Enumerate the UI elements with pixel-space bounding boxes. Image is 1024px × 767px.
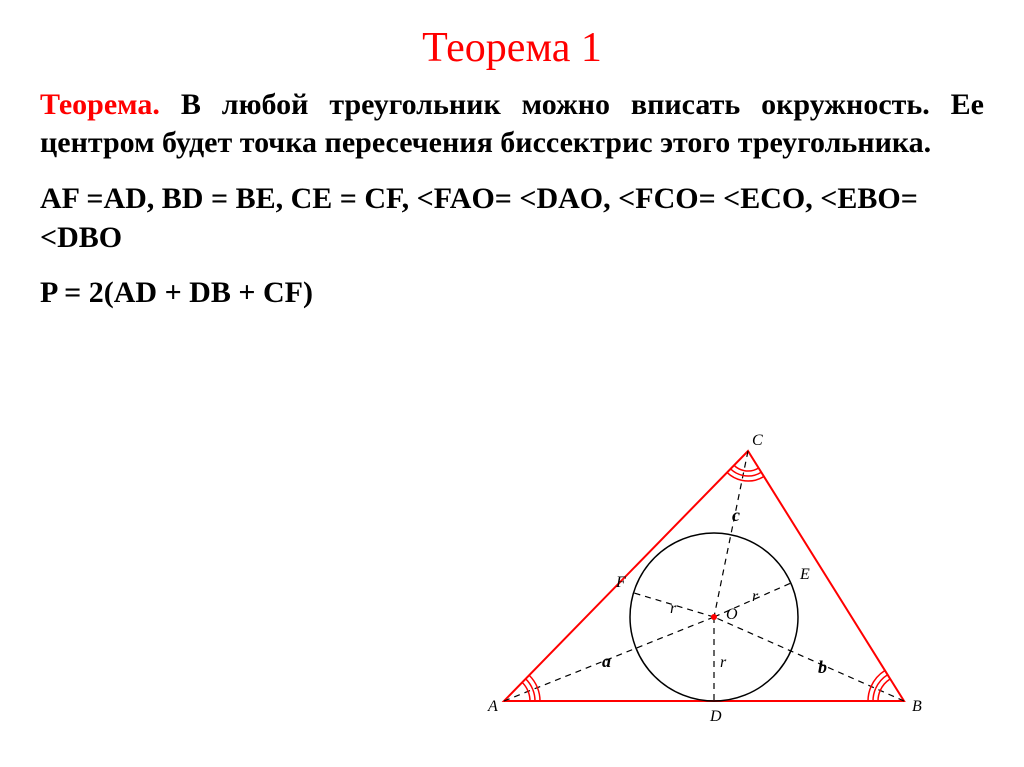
label-E: E bbox=[799, 566, 810, 583]
label-D: D bbox=[709, 708, 722, 725]
label-F: F bbox=[615, 574, 626, 591]
label-c: c bbox=[732, 505, 740, 525]
label-C: C bbox=[752, 432, 763, 449]
angle-arc bbox=[727, 472, 742, 480]
angle-arc bbox=[873, 688, 876, 701]
label-b: b bbox=[818, 657, 827, 677]
triangle bbox=[504, 451, 904, 701]
angle-arc bbox=[533, 689, 535, 701]
angle-arc bbox=[537, 688, 540, 701]
label-O: O bbox=[726, 606, 738, 623]
angle-arc bbox=[742, 476, 764, 481]
label-r3: r bbox=[720, 654, 727, 671]
angle-arc bbox=[878, 690, 880, 701]
slide: Теорема 1 Теорема. В любой треугольник м… bbox=[0, 0, 1024, 767]
label-r2: r bbox=[752, 588, 759, 605]
angle-arc bbox=[744, 468, 759, 471]
incenter-point bbox=[711, 614, 717, 620]
theorem-paragraph: Теорема. В любой треугольник можно вписа… bbox=[40, 86, 984, 161]
label-A: A bbox=[487, 698, 498, 715]
label-B: B bbox=[912, 698, 922, 715]
slide-title: Теорема 1 bbox=[40, 24, 984, 72]
equation-line-1: AF =AD, BD = BE, CE = CF, <FAO= <DAO, <F… bbox=[40, 179, 984, 257]
angle-arc bbox=[528, 691, 530, 701]
theorem-lead: Теорема. bbox=[40, 88, 160, 121]
theorem-text: В любой треугольник можно вписать окружн… bbox=[40, 88, 984, 159]
equation-line-2: P = 2(AD + DB + CF) bbox=[40, 273, 984, 312]
angle-arc bbox=[868, 686, 871, 701]
angle-arc bbox=[743, 472, 761, 476]
angle-arc bbox=[522, 682, 528, 691]
angle-arc bbox=[734, 465, 744, 470]
angle-arc bbox=[880, 679, 890, 691]
label-a: a bbox=[602, 651, 611, 671]
incircle-diagram: A B C D E F Oa b c r r r bbox=[474, 431, 934, 731]
label-r1: r bbox=[670, 600, 677, 617]
figure-incircle-triangle: A B C D E F Oa b c r r r bbox=[474, 431, 934, 731]
